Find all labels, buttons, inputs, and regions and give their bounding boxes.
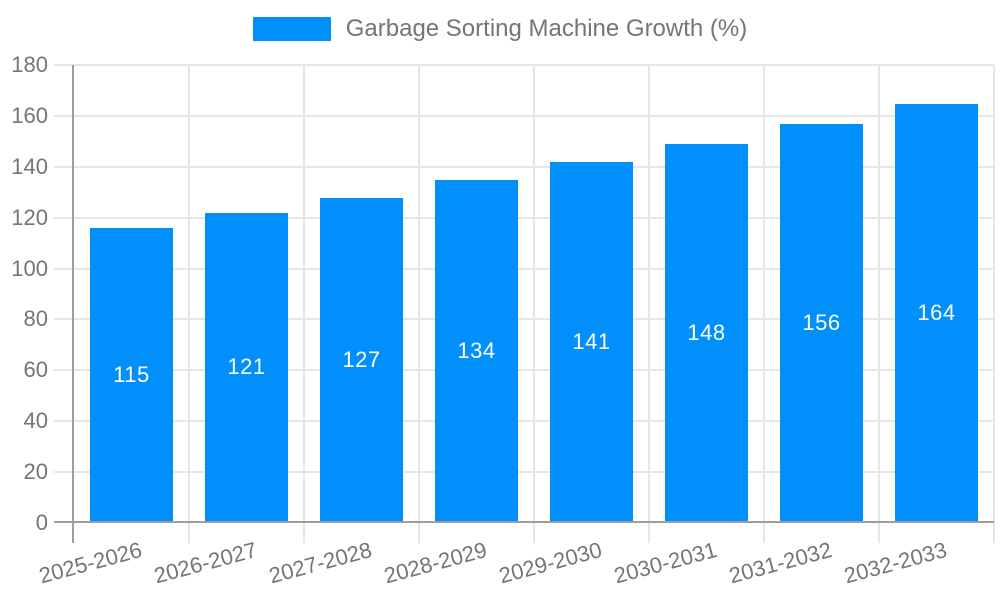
bar-value-label: 148 [687,319,726,345]
bar[interactable]: 141 [550,162,633,521]
y-gridline [54,114,994,117]
y-gridline [54,471,994,474]
y-axis-line [72,65,74,543]
y-gridline [54,318,994,321]
bar[interactable]: 134 [435,180,518,521]
x-axis-line [54,521,994,523]
legend-swatch-icon [252,17,331,41]
x-gridline [878,65,880,543]
y-axis-tick-label: 20 [23,459,48,485]
y-axis-tick-label: 0 [35,510,48,535]
plot-area: 0 20 40 60 80 100 120 140 160 180 115 2025-2026 121 2… [11,52,995,588]
bar-value-label: 164 [917,299,956,325]
bar[interactable]: 164 [895,104,978,521]
legend: Garbage Sorting Machine Growth (%) [0,15,1000,43]
x-gridline [648,65,650,543]
legend-item[interactable]: Garbage Sorting Machine Growth (%) [252,15,748,43]
y-axis-tick-label: 60 [23,357,48,383]
y-gridline [54,216,994,219]
x-gridline [993,65,995,543]
y-gridline [54,165,994,168]
y-axis-tick-label: 160 [11,102,48,128]
y-axis-tick-label: 140 [11,153,48,179]
bar-value-label: 141 [572,328,611,354]
x-gridline [303,65,305,543]
bar-value-label: 121 [227,354,266,379]
y-axis-tick-label: 100 [11,255,48,281]
bar-value-label: 134 [457,337,496,363]
bar[interactable]: 127 [320,198,403,521]
y-gridline [54,420,994,423]
y-axis-tick-label: 180 [11,52,48,77]
x-gridline [188,65,190,543]
x-gridline [418,65,420,543]
y-gridline [54,64,994,66]
bar-value-label: 156 [802,309,841,335]
y-axis-tick-label: 120 [11,204,48,230]
bar-value-label: 127 [342,346,381,372]
bar[interactable]: 156 [780,124,863,521]
x-gridline [533,65,535,543]
bar-value-label: 115 [113,361,150,387]
y-gridline [54,267,994,270]
y-axis-tick-label: 40 [23,408,48,434]
y-axis-tick-label: 80 [23,306,48,332]
bar[interactable]: 148 [665,144,748,521]
legend-label: Garbage Sorting Machine Growth (%) [345,15,748,42]
x-gridline [763,65,765,543]
bar[interactable]: 115 [90,228,173,521]
bar[interactable]: 121 [205,213,288,521]
y-gridline [54,369,994,372]
